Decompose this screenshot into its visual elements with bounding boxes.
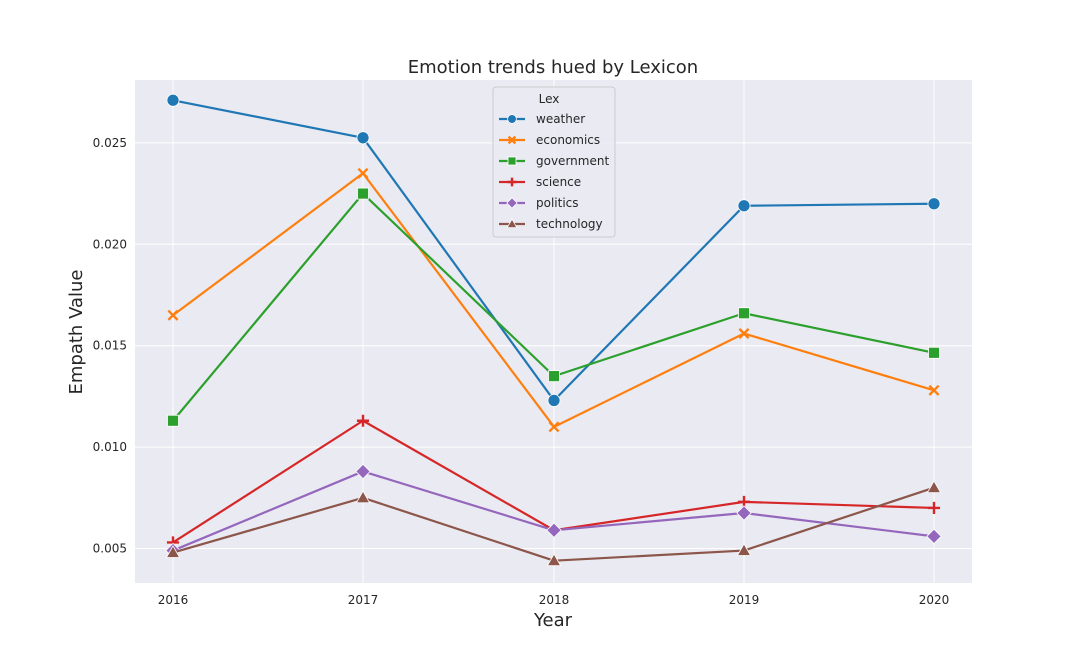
legend-label: weather [536,112,585,126]
data-point-government [167,414,179,427]
x-tick-label: 2016 [158,593,189,607]
legend-item-weather: weather [499,112,585,126]
data-point-economics [928,384,940,396]
series-politics [165,463,942,559]
x-tick-label: 2019 [729,593,760,607]
legend-marker [506,197,518,209]
legend-title: Lex [539,92,560,106]
legend-label: economics [536,133,600,147]
y-tick-label: 0.005 [93,542,127,556]
legend-label: technology [536,217,603,231]
series-layer [165,93,942,567]
x-axis-label: Year [533,610,573,631]
legend-marker [507,177,517,187]
legend-item-technology: technology [499,217,603,231]
data-point-politics [926,528,942,545]
y-axis-label: Empath Value [66,270,87,395]
series-technology [165,480,942,567]
data-point-weather [166,93,180,107]
data-point-weather [547,394,561,407]
series-economics [167,167,940,433]
legend-label: politics [536,196,579,210]
x-tick-labels: 2016 2017 2018 2019 2020 [158,593,950,607]
y-tick-label: 0.015 [93,339,127,353]
data-point-politics [546,522,562,538]
data-point-technology [926,480,942,494]
legend-marker [507,114,517,124]
y-tick-label: 0.025 [93,136,127,150]
y-tick-label: 0.020 [93,237,127,251]
legend-item-government: government [499,154,609,168]
data-point-science [927,501,941,515]
x-tick-label: 2020 [919,593,950,607]
data-point-politics [355,463,371,480]
legend-marker [507,156,517,166]
data-point-technology [355,490,371,504]
series-weather [166,93,941,407]
legend-box [492,86,616,238]
series-government [167,187,940,427]
data-point-politics [736,505,752,521]
legend: Lex weather economics government science poli… [492,86,616,238]
data-point-government [357,187,369,200]
x-tick-label: 2018 [539,593,570,607]
chart-title: Emotion trends hued by Lexicon [408,57,698,78]
y-tick-label: 0.010 [93,440,127,454]
data-point-weather [927,197,941,211]
legend-item-economics: economics [499,133,600,147]
y-tick-labels: 0.005 0.010 0.015 0.020 0.025 [93,136,127,556]
data-point-government [928,346,940,359]
data-point-weather [356,131,370,145]
data-point-technology [736,543,752,556]
legend-item-politics: politics [499,196,579,210]
data-point-technology [165,545,181,558]
legend-item-science: science [499,175,581,189]
legend-marker [506,218,518,229]
data-point-economics [548,421,560,433]
data-point-economics [357,167,369,179]
data-point-technology [546,553,562,567]
legend-label: government [536,154,609,168]
legend-label: science [536,175,581,189]
x-tick-label: 2017 [348,593,379,607]
data-point-economics [167,309,179,321]
data-point-science [356,414,370,427]
data-point-government [738,307,750,320]
legend-marker [507,135,517,145]
data-point-economics [738,328,750,339]
data-point-government [548,370,560,383]
data-point-weather [737,199,751,213]
